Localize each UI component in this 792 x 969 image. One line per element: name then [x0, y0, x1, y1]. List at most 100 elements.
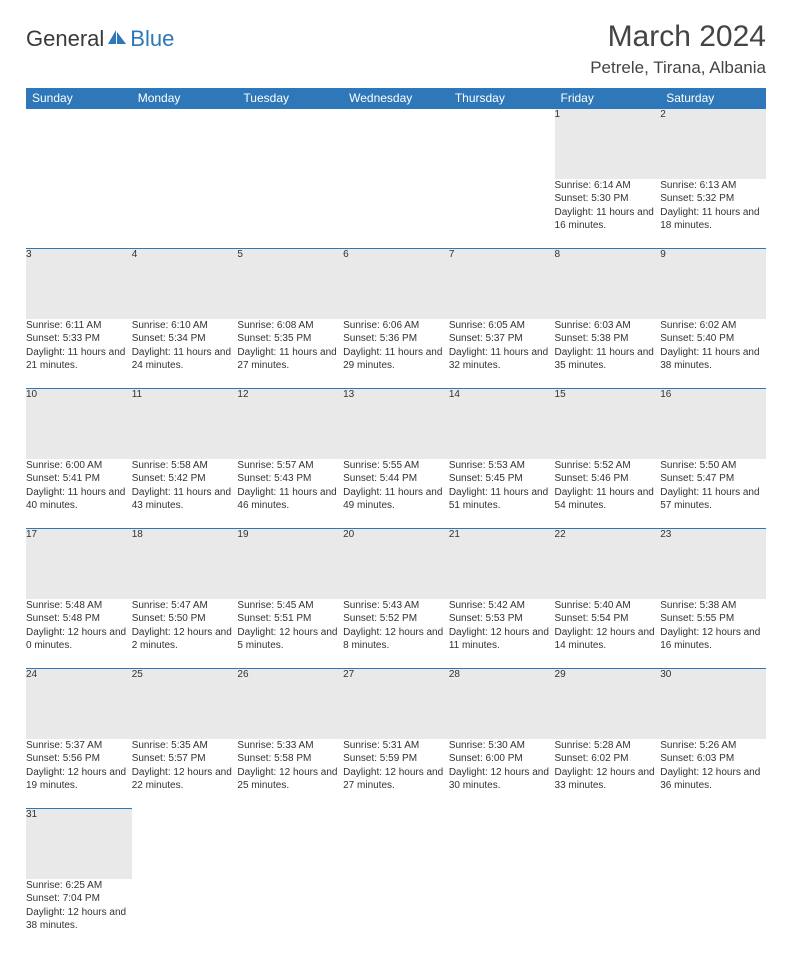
sunset-text: Sunset: 5:57 PM	[132, 752, 238, 766]
day-detail-cell: Sunrise: 5:52 AMSunset: 5:46 PMDaylight:…	[555, 459, 661, 529]
day-detail-cell	[449, 879, 555, 949]
day-number-row: 24252627282930	[26, 669, 766, 739]
logo-text-1: General	[26, 26, 104, 52]
daylight-text: Daylight: 12 hours and 11 minutes.	[449, 626, 555, 653]
day-number-row: 12	[26, 109, 766, 179]
day-number-row: 31	[26, 809, 766, 879]
daylight-text: Daylight: 11 hours and 29 minutes.	[343, 346, 449, 373]
day-detail-row: Sunrise: 6:00 AMSunset: 5:41 PMDaylight:…	[26, 459, 766, 529]
day-number-cell	[660, 809, 766, 879]
daylight-text: Daylight: 12 hours and 19 minutes.	[26, 766, 132, 793]
daylight-text: Daylight: 11 hours and 49 minutes.	[343, 486, 449, 513]
day-detail-cell: Sunrise: 6:14 AMSunset: 5:30 PMDaylight:…	[555, 179, 661, 249]
sunset-text: Sunset: 5:34 PM	[132, 332, 238, 346]
sunrise-text: Sunrise: 6:11 AM	[26, 319, 132, 333]
day-detail-cell: Sunrise: 5:53 AMSunset: 5:45 PMDaylight:…	[449, 459, 555, 529]
day-detail-cell: Sunrise: 5:26 AMSunset: 6:03 PMDaylight:…	[660, 739, 766, 809]
sunrise-text: Sunrise: 6:13 AM	[660, 179, 766, 193]
sunset-text: Sunset: 5:58 PM	[237, 752, 343, 766]
day-number-cell: 30	[660, 669, 766, 739]
day-number-cell: 19	[237, 529, 343, 599]
sunrise-text: Sunrise: 5:57 AM	[237, 459, 343, 473]
day-number-cell	[26, 109, 132, 179]
day-number-cell: 27	[343, 669, 449, 739]
sunset-text: Sunset: 5:32 PM	[660, 192, 766, 206]
sunrise-text: Sunrise: 6:14 AM	[555, 179, 661, 193]
day-detail-cell: Sunrise: 6:13 AMSunset: 5:32 PMDaylight:…	[660, 179, 766, 249]
day-number-cell: 28	[449, 669, 555, 739]
day-detail-cell: Sunrise: 5:42 AMSunset: 5:53 PMDaylight:…	[449, 599, 555, 669]
day-detail-row: Sunrise: 6:11 AMSunset: 5:33 PMDaylight:…	[26, 319, 766, 389]
daylight-text: Daylight: 11 hours and 43 minutes.	[132, 486, 238, 513]
day-detail-cell: Sunrise: 5:57 AMSunset: 5:43 PMDaylight:…	[237, 459, 343, 529]
day-detail-cell: Sunrise: 6:06 AMSunset: 5:36 PMDaylight:…	[343, 319, 449, 389]
day-detail-cell	[343, 179, 449, 249]
daylight-text: Daylight: 11 hours and 54 minutes.	[555, 486, 661, 513]
day-detail-cell: Sunrise: 5:48 AMSunset: 5:48 PMDaylight:…	[26, 599, 132, 669]
sunset-text: Sunset: 6:00 PM	[449, 752, 555, 766]
day-number-cell: 12	[237, 389, 343, 459]
sunset-text: Sunset: 5:59 PM	[343, 752, 449, 766]
sunrise-text: Sunrise: 6:25 AM	[26, 879, 132, 893]
sunrise-text: Sunrise: 6:05 AM	[449, 319, 555, 333]
sunrise-text: Sunrise: 5:26 AM	[660, 739, 766, 753]
day-number-cell	[343, 109, 449, 179]
day-detail-cell: Sunrise: 5:37 AMSunset: 5:56 PMDaylight:…	[26, 739, 132, 809]
page-title: March 2024	[590, 20, 766, 54]
day-detail-cell: Sunrise: 5:38 AMSunset: 5:55 PMDaylight:…	[660, 599, 766, 669]
sunset-text: Sunset: 6:02 PM	[555, 752, 661, 766]
day-detail-cell: Sunrise: 6:03 AMSunset: 5:38 PMDaylight:…	[555, 319, 661, 389]
day-detail-cell: Sunrise: 5:45 AMSunset: 5:51 PMDaylight:…	[237, 599, 343, 669]
day-detail-cell: Sunrise: 5:40 AMSunset: 5:54 PMDaylight:…	[555, 599, 661, 669]
day-detail-row: Sunrise: 5:48 AMSunset: 5:48 PMDaylight:…	[26, 599, 766, 669]
day-number-cell	[132, 809, 238, 879]
daylight-text: Daylight: 12 hours and 14 minutes.	[555, 626, 661, 653]
sunset-text: Sunset: 5:33 PM	[26, 332, 132, 346]
sunrise-text: Sunrise: 5:38 AM	[660, 599, 766, 613]
sunrise-text: Sunrise: 5:55 AM	[343, 459, 449, 473]
day-number-row: 17181920212223	[26, 529, 766, 599]
sunset-text: Sunset: 5:40 PM	[660, 332, 766, 346]
sunrise-text: Sunrise: 5:52 AM	[555, 459, 661, 473]
day-number-cell: 5	[237, 249, 343, 319]
day-number-cell: 24	[26, 669, 132, 739]
day-detail-cell: Sunrise: 6:11 AMSunset: 5:33 PMDaylight:…	[26, 319, 132, 389]
day-detail-cell: Sunrise: 5:31 AMSunset: 5:59 PMDaylight:…	[343, 739, 449, 809]
day-number-cell: 26	[237, 669, 343, 739]
daylight-text: Daylight: 12 hours and 5 minutes.	[237, 626, 343, 653]
daylight-text: Daylight: 12 hours and 16 minutes.	[660, 626, 766, 653]
daylight-text: Daylight: 11 hours and 35 minutes.	[555, 346, 661, 373]
daylight-text: Daylight: 12 hours and 25 minutes.	[237, 766, 343, 793]
sunrise-text: Sunrise: 6:00 AM	[26, 459, 132, 473]
sunrise-text: Sunrise: 5:43 AM	[343, 599, 449, 613]
daylight-text: Daylight: 11 hours and 16 minutes.	[555, 206, 661, 233]
daylight-text: Daylight: 12 hours and 38 minutes.	[26, 906, 132, 933]
daylight-text: Daylight: 12 hours and 8 minutes.	[343, 626, 449, 653]
day-number-cell: 8	[555, 249, 661, 319]
day-detail-cell	[555, 879, 661, 949]
sunset-text: Sunset: 5:44 PM	[343, 472, 449, 486]
sunrise-text: Sunrise: 6:08 AM	[237, 319, 343, 333]
sunrise-text: Sunrise: 5:37 AM	[26, 739, 132, 753]
weekday-header: Sunday	[26, 88, 132, 109]
sunrise-text: Sunrise: 5:42 AM	[449, 599, 555, 613]
logo: General Blue	[26, 26, 174, 52]
daylight-text: Daylight: 12 hours and 36 minutes.	[660, 766, 766, 793]
sunset-text: Sunset: 6:03 PM	[660, 752, 766, 766]
day-number-cell: 18	[132, 529, 238, 599]
day-number-cell: 13	[343, 389, 449, 459]
daylight-text: Daylight: 11 hours and 51 minutes.	[449, 486, 555, 513]
day-number-cell	[449, 809, 555, 879]
day-detail-cell	[26, 179, 132, 249]
daylight-text: Daylight: 11 hours and 27 minutes.	[237, 346, 343, 373]
day-number-cell: 23	[660, 529, 766, 599]
daylight-text: Daylight: 11 hours and 24 minutes.	[132, 346, 238, 373]
day-detail-cell: Sunrise: 5:30 AMSunset: 6:00 PMDaylight:…	[449, 739, 555, 809]
weekday-header-row: Sunday Monday Tuesday Wednesday Thursday…	[26, 88, 766, 109]
day-detail-cell	[343, 879, 449, 949]
day-number-cell: 9	[660, 249, 766, 319]
sunset-text: Sunset: 5:41 PM	[26, 472, 132, 486]
sunrise-text: Sunrise: 5:31 AM	[343, 739, 449, 753]
sunrise-text: Sunrise: 5:35 AM	[132, 739, 238, 753]
day-number-cell	[449, 109, 555, 179]
